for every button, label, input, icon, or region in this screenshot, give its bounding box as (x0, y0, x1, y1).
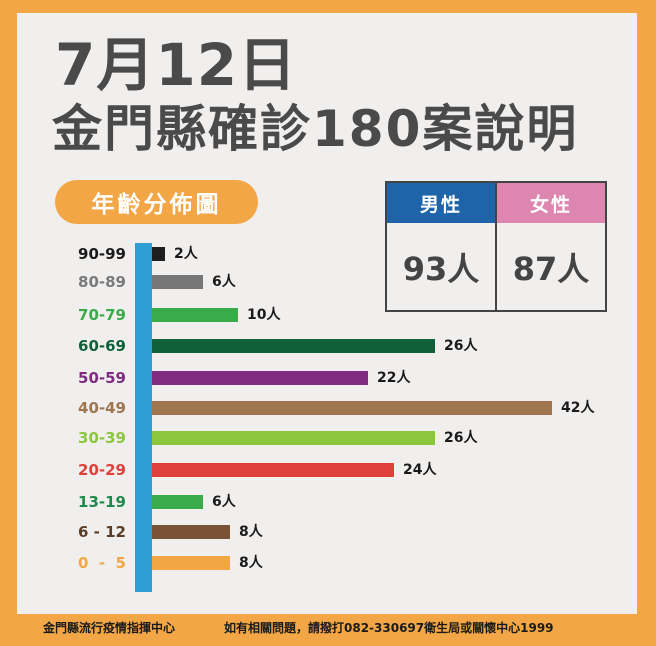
bar (152, 525, 230, 539)
bar (152, 431, 435, 445)
male-header: 男性 (387, 183, 495, 223)
bar-row: 6 - 12 8人 (0, 522, 656, 542)
value-label: 26人 (444, 338, 478, 354)
age-label: 30-39 (78, 429, 126, 447)
main-title: 金門縣確診180案說明 (52, 100, 579, 158)
value-label: 24人 (403, 462, 437, 478)
bar-row: 80-89 6人 (0, 272, 656, 292)
male-count: 93人 (402, 249, 480, 288)
value-label: 22人 (377, 370, 411, 386)
gender-col-male: 男性 93人 (387, 183, 495, 310)
bar-row: 0 - 5 8人 (0, 553, 656, 573)
age-label: 60-69 (78, 337, 126, 355)
female-header: 女性 (497, 183, 605, 223)
bar-row: 13-19 6人 (0, 492, 656, 512)
bar-row: 40-49 42人 (0, 398, 656, 418)
age-label: 13-19 (78, 493, 126, 511)
value-label: 8人 (239, 524, 263, 540)
bar-row: 30-39 26人 (0, 428, 656, 448)
bar (152, 308, 238, 322)
age-label: 20-29 (78, 461, 126, 479)
gender-col-female: 女性 87人 (495, 183, 605, 310)
date-title: 7月12日 (55, 31, 298, 99)
bar-row: 60-69 26人 (0, 336, 656, 356)
female-count: 87人 (512, 249, 590, 288)
value-label: 10人 (247, 307, 281, 323)
bar-row: 20-29 24人 (0, 460, 656, 480)
bar (152, 463, 394, 477)
value-label: 2人 (174, 246, 198, 262)
bar (152, 556, 230, 570)
age-label: 80-89 (78, 273, 126, 291)
value-label: 6人 (212, 274, 236, 290)
bar-row: 90-99 2人 (0, 244, 656, 264)
value-label: 8人 (239, 555, 263, 571)
age-label: 40-49 (78, 399, 126, 417)
bar-row: 70-79 10人 (0, 305, 656, 325)
bar (152, 401, 552, 415)
bar (152, 275, 203, 289)
footer-contact: 如有相關問題，請撥打082-330697衛生局或關懷中心1999 (224, 621, 554, 635)
gender-table: 男性 93人 女性 87人 (385, 181, 607, 312)
bar (152, 339, 435, 353)
value-label: 42人 (561, 400, 595, 416)
footer-org: 金門縣流行疫情指揮中心 (43, 621, 176, 635)
age-label: 6 - 12 (78, 523, 126, 541)
bar (152, 495, 203, 509)
age-label: 0 - 5 (78, 554, 126, 572)
bar-row: 50-59 22人 (0, 368, 656, 388)
bar (152, 371, 368, 385)
age-label: 90-99 (78, 245, 126, 263)
bar (152, 247, 165, 261)
infographic-panel (17, 13, 637, 614)
age-label: 50-59 (78, 369, 126, 387)
value-label: 6人 (212, 494, 236, 510)
section-label-pill: 年齡分佈圖 (55, 180, 258, 224)
chart-axis (135, 243, 152, 592)
age-label: 70-79 (78, 306, 126, 324)
value-label: 26人 (444, 430, 478, 446)
